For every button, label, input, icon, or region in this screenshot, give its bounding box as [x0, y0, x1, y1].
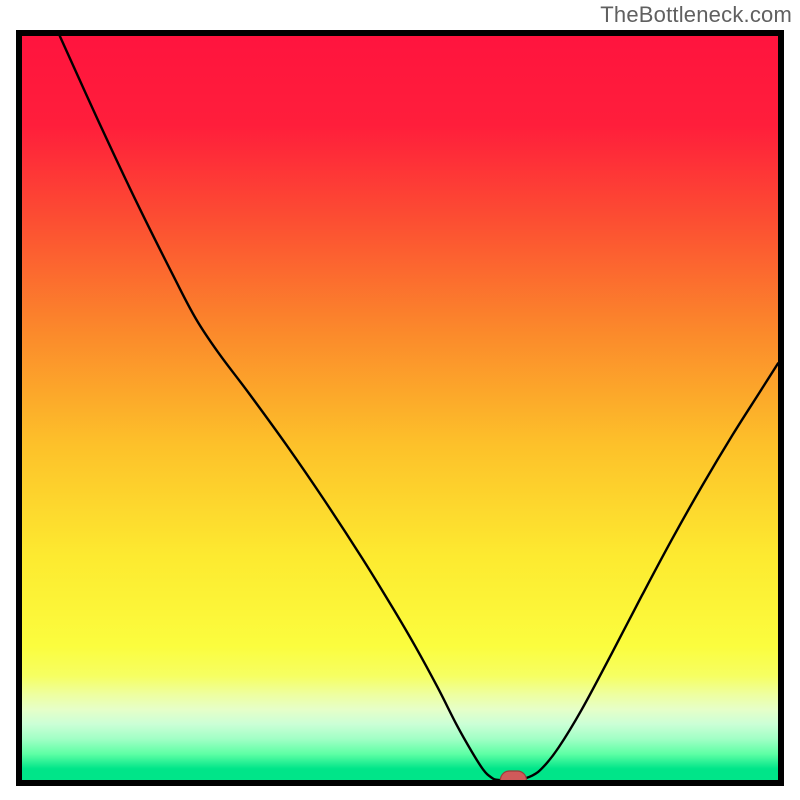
viewport: TheBottleneck.com — [0, 0, 800, 800]
watermark-text: TheBottleneck.com — [600, 2, 792, 28]
marker-layer — [16, 30, 784, 786]
plot-frame — [16, 30, 784, 786]
plot-inner — [16, 30, 784, 786]
valley-marker — [500, 771, 526, 786]
